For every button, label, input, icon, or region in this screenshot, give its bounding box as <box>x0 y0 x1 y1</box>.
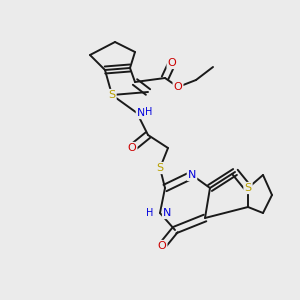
Text: O: O <box>174 82 182 92</box>
Text: S: S <box>108 90 116 100</box>
Text: N: N <box>137 108 145 118</box>
Text: N: N <box>163 208 171 218</box>
Text: S: S <box>244 183 252 193</box>
Text: N: N <box>188 170 196 180</box>
Text: S: S <box>156 163 164 173</box>
Text: H: H <box>146 208 153 218</box>
Text: O: O <box>128 143 136 153</box>
Text: O: O <box>158 241 166 251</box>
Text: H: H <box>145 107 153 117</box>
Text: O: O <box>168 58 176 68</box>
